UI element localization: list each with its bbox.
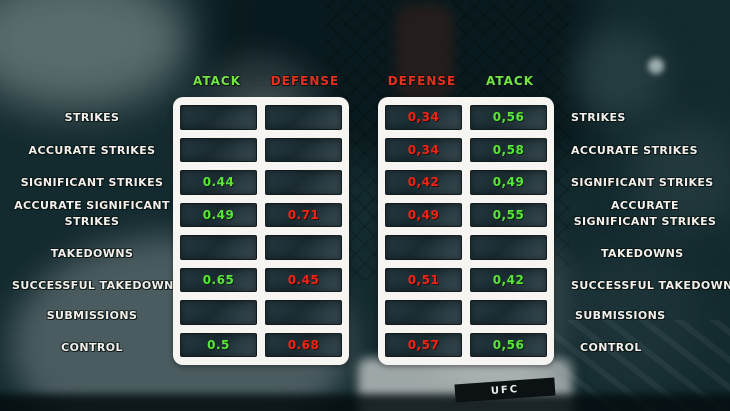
left-attack-header: ATACK <box>192 74 241 88</box>
stat-cell <box>265 105 342 130</box>
bokeh-light <box>648 58 664 74</box>
stat-cell: 0,34 <box>385 137 462 162</box>
stat-cell <box>265 300 342 325</box>
left-defense-header: DEFENSE <box>270 74 340 88</box>
right-label-accurate-significant-strikes: ACCURATE SIGNIFICANT STRIKES <box>573 199 717 228</box>
left-label-submissions: SUBMISSIONS <box>46 309 138 322</box>
stat-cell <box>470 300 547 325</box>
stat-cell: 0,42 <box>385 170 462 195</box>
stat-cell <box>265 170 342 195</box>
right-label-submissions: SUBMISSIONS <box>575 309 666 322</box>
right-attack-header: ATACK <box>485 74 534 88</box>
stat-cell <box>385 300 462 325</box>
stat-cell: 0.68 <box>265 332 342 357</box>
right-label-accurate-strikes: ACCURATE STRIKES <box>571 144 698 157</box>
right-table-headers: DEFENSE ATACK <box>378 74 554 92</box>
left-label-accurate-strikes: ACCURATE STRIKES <box>28 144 156 157</box>
right-label-strikes: STRIKES <box>571 111 626 124</box>
stat-cell <box>180 235 257 260</box>
left-label-successful-takedowns: SUCCESSFUL TAKEDOWNS <box>12 279 183 292</box>
left-label-control: CONTROL <box>61 341 123 354</box>
bokeh-light <box>630 120 730 230</box>
stat-cell <box>180 300 257 325</box>
bokeh-light <box>560 250 700 390</box>
right-fighter-stats-table: 0,34 0,56 0,34 0,58 0,42 0,49 0,49 0,55 … <box>378 97 554 365</box>
stat-cell <box>180 105 257 130</box>
left-label-strikes: STRIKES <box>64 111 120 124</box>
stat-cell: 0,51 <box>385 267 462 292</box>
stat-cell: 0,56 <box>470 332 547 357</box>
stat-cell: 0,57 <box>385 332 462 357</box>
left-label-takedowns: TAKEDOWNS <box>50 247 134 260</box>
stat-cell: 0.5 <box>180 332 257 357</box>
stat-cell: 0,58 <box>470 137 547 162</box>
stat-cell: 0.45 <box>265 267 342 292</box>
right-label-significant-strikes: SIGNIFICANT STRIKES <box>571 176 714 189</box>
stat-cell: 0.65 <box>180 267 257 292</box>
stat-cell <box>265 137 342 162</box>
stat-cell: 0.44 <box>180 170 257 195</box>
stat-cell: 0,56 <box>470 105 547 130</box>
right-label-takedowns: TAKEDOWNS <box>601 247 684 260</box>
stat-cell: 0.71 <box>265 202 342 227</box>
canvas-highlight <box>0 0 190 110</box>
stat-cell: 0.49 <box>180 202 257 227</box>
right-label-control: CONTROL <box>580 341 642 354</box>
right-fighter-glove <box>396 5 454 100</box>
stat-cell: 0,49 <box>470 170 547 195</box>
stat-cell <box>265 235 342 260</box>
ufc-logo-text: UFC <box>490 383 520 397</box>
stat-cell <box>385 235 462 260</box>
left-label-accurate-significant-strikes: ACCURATE SIGNIFICANT STRIKES <box>14 199 170 228</box>
stat-cell: 0,34 <box>385 105 462 130</box>
right-defense-header: DEFENSE <box>387 74 457 88</box>
stat-cell <box>180 137 257 162</box>
stat-cell: 0,49 <box>385 202 462 227</box>
stat-cell: 0,55 <box>470 202 547 227</box>
stat-cell: 0,42 <box>470 267 547 292</box>
left-table-headers: ATACK DEFENSE <box>173 74 349 92</box>
left-label-significant-strikes: SIGNIFICANT STRIKES <box>20 176 164 189</box>
right-label-successful-takedowns: SUCCESSFUL TAKEDOWNS <box>571 279 730 292</box>
bokeh-light <box>575 30 665 120</box>
left-fighter-stats-table: 0.44 0.49 0.71 0.65 0.45 0.5 0.68 <box>173 97 349 365</box>
stat-cell <box>470 235 547 260</box>
bottom-shadow <box>0 394 730 411</box>
